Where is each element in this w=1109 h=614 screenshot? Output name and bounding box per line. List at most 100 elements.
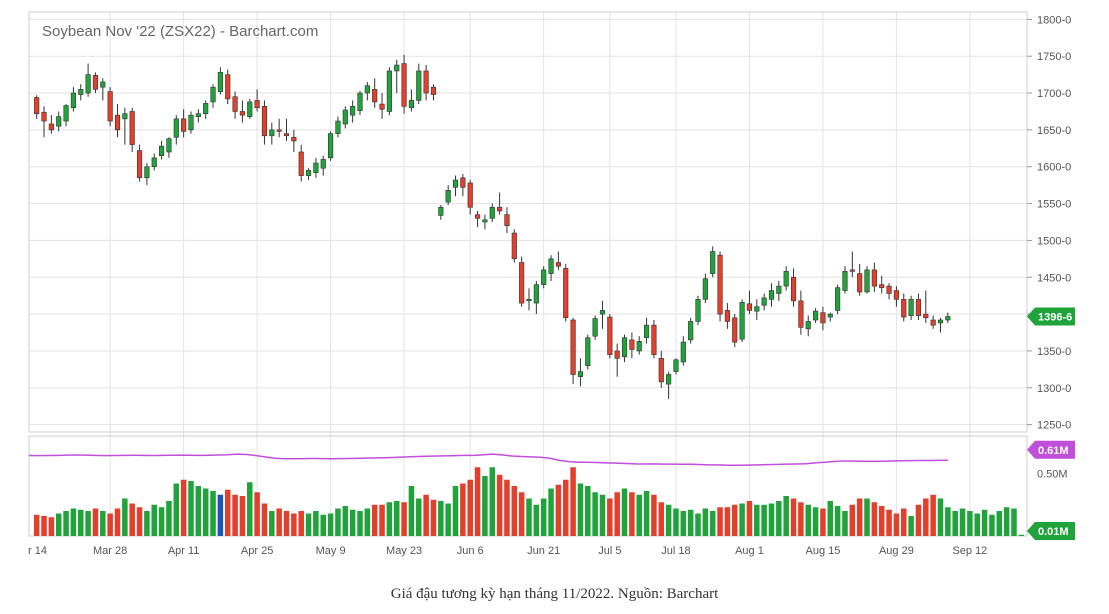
- candle-down: [232, 91, 238, 119]
- volume-bar: [849, 504, 856, 536]
- candle-body: [203, 103, 209, 114]
- candle-down: [41, 106, 47, 138]
- candle-up: [416, 63, 422, 105]
- candle-body: [614, 350, 620, 359]
- volume-bar: [349, 509, 356, 536]
- volume-bar: [967, 511, 973, 536]
- candle-body: [320, 159, 326, 169]
- volume-bar: [555, 484, 562, 536]
- candle-body: [798, 300, 804, 328]
- candle-up: [908, 295, 914, 320]
- volume-bar: [136, 507, 143, 536]
- candle-up: [166, 137, 172, 158]
- candle-body: [283, 133, 290, 137]
- candle-body: [195, 113, 201, 117]
- candle-up: [489, 203, 495, 222]
- candle-down: [474, 210, 481, 228]
- candle-body: [63, 105, 69, 122]
- x-tick-label: r 14: [28, 545, 47, 557]
- candle-body: [379, 103, 385, 110]
- candle-down: [651, 320, 657, 359]
- candle-body: [893, 290, 899, 300]
- volume-bar: [151, 504, 157, 536]
- volume-bar: [474, 467, 481, 536]
- candle-down: [732, 314, 738, 348]
- volume-bar: [878, 506, 885, 536]
- price-tick-label: 1300-0: [1037, 383, 1071, 395]
- volume-bar: [467, 479, 473, 536]
- candle-up: [937, 317, 944, 333]
- x-tick-label: Jul 5: [598, 545, 621, 557]
- volume-bar: [254, 492, 260, 536]
- candle-body: [827, 313, 833, 318]
- candle-body: [430, 86, 437, 95]
- x-tick-label: Mar 28: [93, 545, 127, 557]
- grid-layer: [29, 12, 1027, 536]
- volume-bar: [202, 488, 209, 536]
- candle-up: [335, 116, 341, 138]
- candle-body: [41, 111, 47, 122]
- last-volume-badge-shape: [1027, 522, 1075, 540]
- volume-bar: [577, 483, 584, 536]
- candle-down: [893, 286, 899, 307]
- volume-bar: [416, 498, 422, 536]
- candle-body: [136, 150, 143, 179]
- candle-down: [563, 264, 569, 322]
- candle-up: [328, 131, 334, 161]
- volume-bar: [210, 491, 216, 536]
- candle-body: [452, 179, 459, 188]
- candle-down: [298, 144, 304, 182]
- candle-down: [401, 54, 407, 114]
- volume-bar: [658, 502, 665, 536]
- volume-bar: [283, 511, 290, 536]
- candle-body: [592, 318, 598, 337]
- candle-down: [746, 290, 753, 315]
- volume-bar: [393, 501, 400, 536]
- volume-bar: [313, 511, 319, 536]
- candle-body: [673, 359, 679, 372]
- x-tick-label: May 9: [316, 545, 346, 557]
- price-tick-label: 1650-0: [1037, 125, 1071, 137]
- volume-bar: [945, 507, 951, 536]
- volume-bar: [930, 494, 936, 536]
- open-interest-badge-shape: [1027, 440, 1075, 459]
- volume-bar: [937, 498, 944, 536]
- volume-bar: [761, 504, 767, 536]
- candle-down: [181, 109, 187, 138]
- candle-body: [666, 374, 672, 385]
- candle-body: [34, 97, 40, 114]
- candle-up: [364, 82, 370, 101]
- volume-bar: [1018, 534, 1025, 536]
- volume-bar: [460, 483, 466, 536]
- candle-up: [673, 358, 679, 375]
- volume-bar: [981, 509, 988, 536]
- volume-bar: [592, 492, 598, 536]
- candle-body: [239, 111, 246, 116]
- candle-down: [48, 115, 54, 134]
- candle-down: [107, 87, 113, 127]
- volume-bar: [812, 507, 819, 536]
- volume-bar: [533, 504, 540, 536]
- candle-down: [790, 268, 797, 307]
- volume-bar: [731, 504, 738, 536]
- candle-up: [210, 84, 216, 108]
- candle-body: [519, 262, 525, 304]
- volume-bar: [776, 501, 782, 536]
- value-badges: 1396-6 0.61M 0.01M: [1027, 307, 1075, 540]
- candle-body: [232, 96, 238, 112]
- candle-body: [56, 116, 62, 127]
- volume-bar: [518, 492, 525, 536]
- volume-bar: [614, 492, 620, 536]
- candle-up: [768, 283, 775, 307]
- candle-up: [56, 111, 62, 132]
- candle-body: [467, 182, 473, 208]
- candle-down: [239, 100, 246, 123]
- candle-up: [159, 140, 165, 160]
- candle-down: [629, 332, 635, 359]
- candle-down: [915, 293, 922, 320]
- candle-body: [276, 129, 282, 132]
- volume-bar: [85, 511, 91, 536]
- candle-up: [394, 59, 400, 94]
- x-tick-label: Sep 12: [952, 545, 987, 557]
